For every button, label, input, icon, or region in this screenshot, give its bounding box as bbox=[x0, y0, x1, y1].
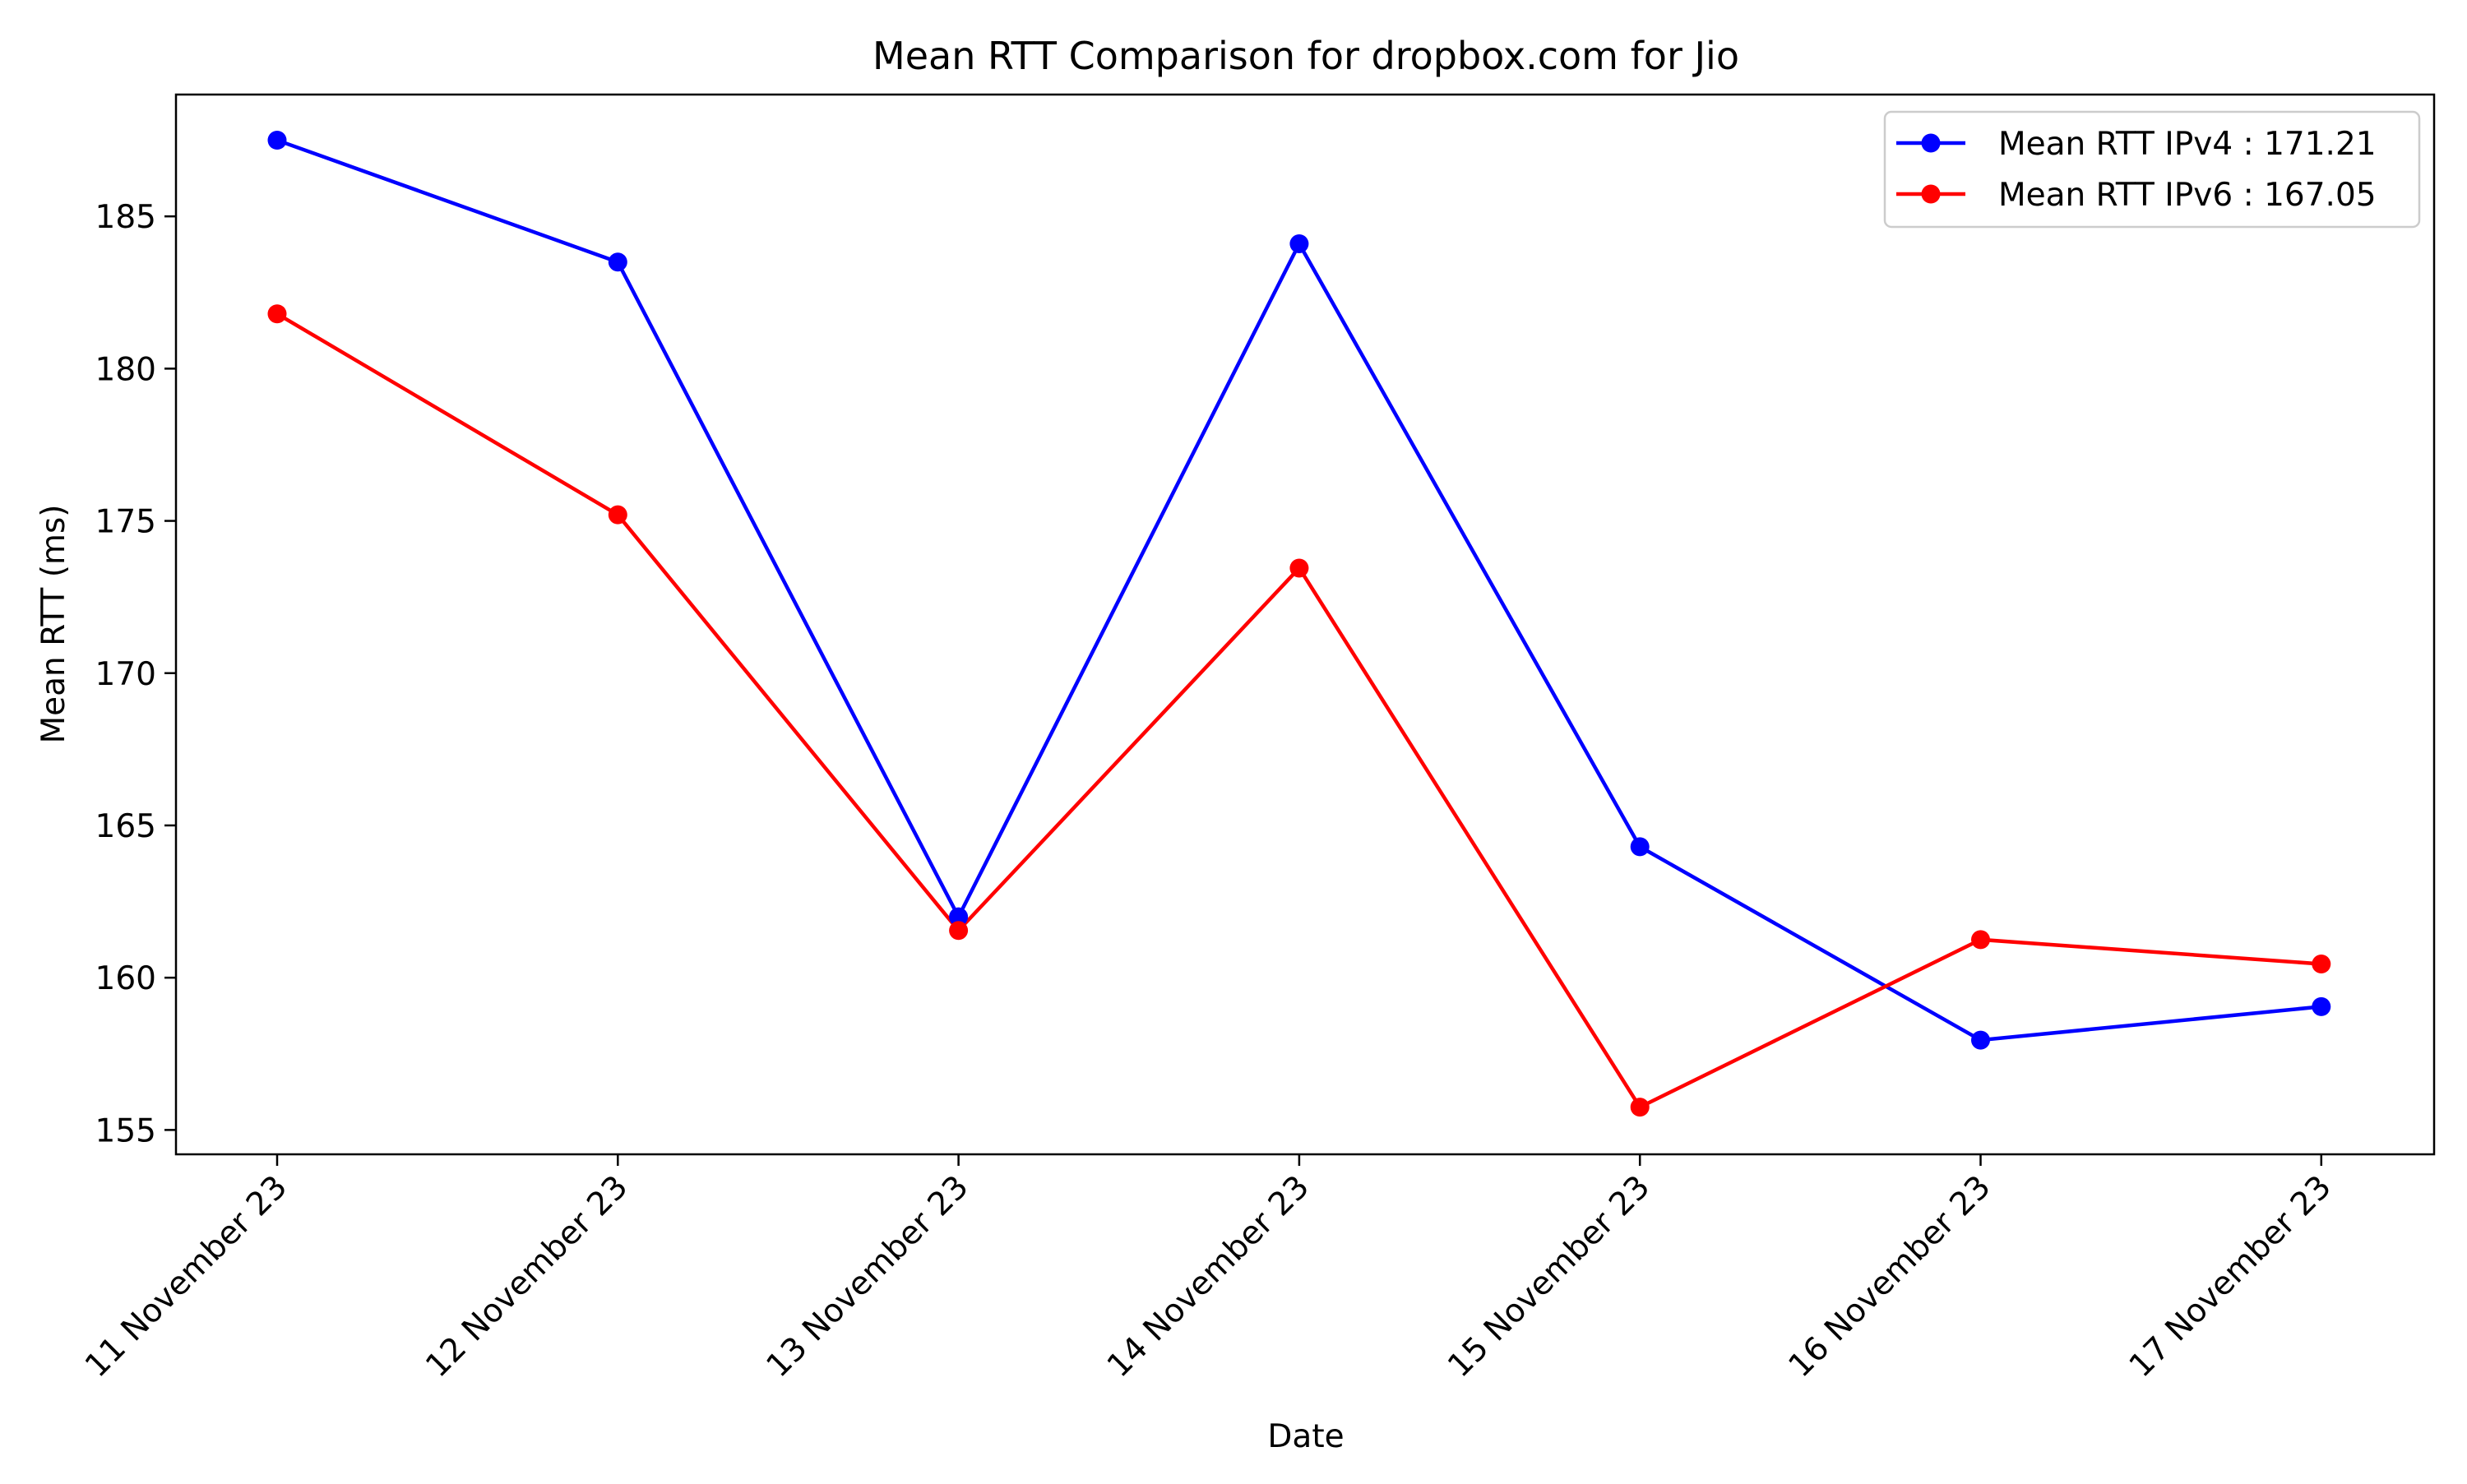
y-tick-label: 175 bbox=[95, 504, 156, 541]
data-point bbox=[1289, 233, 1309, 253]
y-axis: 155 160 165 170 175 180 185 bbox=[95, 199, 176, 1149]
data-point bbox=[949, 921, 969, 941]
data-point bbox=[1630, 837, 1650, 857]
data-point bbox=[949, 907, 969, 927]
legend-swatch-marker bbox=[1921, 184, 1941, 204]
legend-label: Mean RTT IPv6 : 167.05 bbox=[1998, 177, 2377, 214]
y-tick-label: 155 bbox=[95, 1112, 156, 1149]
x-axis-label: Date bbox=[1267, 1418, 1344, 1455]
data-point bbox=[267, 131, 287, 150]
legend: Mean RTT IPv4 : 171.21 Mean RTT IPv6 : 16… bbox=[1883, 110, 2421, 229]
data-point bbox=[2312, 954, 2331, 973]
y-tick-label: 185 bbox=[95, 199, 156, 236]
data-point bbox=[1630, 1098, 1650, 1117]
y-tick-label: 160 bbox=[95, 960, 156, 997]
legend-swatch-marker bbox=[1921, 133, 1941, 153]
data-point bbox=[608, 252, 627, 272]
legend-box bbox=[1883, 110, 2421, 229]
data-point bbox=[1289, 558, 1309, 578]
series-markers bbox=[267, 131, 2331, 1117]
data-point bbox=[608, 505, 627, 525]
y-axis-label: Mean RTT (ms) bbox=[35, 504, 72, 743]
legend-label: Mean RTT IPv4 : 171.21 bbox=[1998, 126, 2377, 163]
chart-title: Mean RTT Comparison for dropbox.com for … bbox=[872, 34, 1739, 78]
data-point bbox=[267, 304, 287, 324]
data-point bbox=[1971, 1030, 1990, 1050]
data-point bbox=[2312, 996, 2331, 1016]
plot-area bbox=[174, 93, 2436, 1156]
y-tick-label: 170 bbox=[95, 656, 156, 693]
data-point bbox=[1971, 930, 1990, 950]
y-tick-label: 180 bbox=[95, 351, 156, 388]
y-tick-label: 165 bbox=[95, 808, 156, 845]
